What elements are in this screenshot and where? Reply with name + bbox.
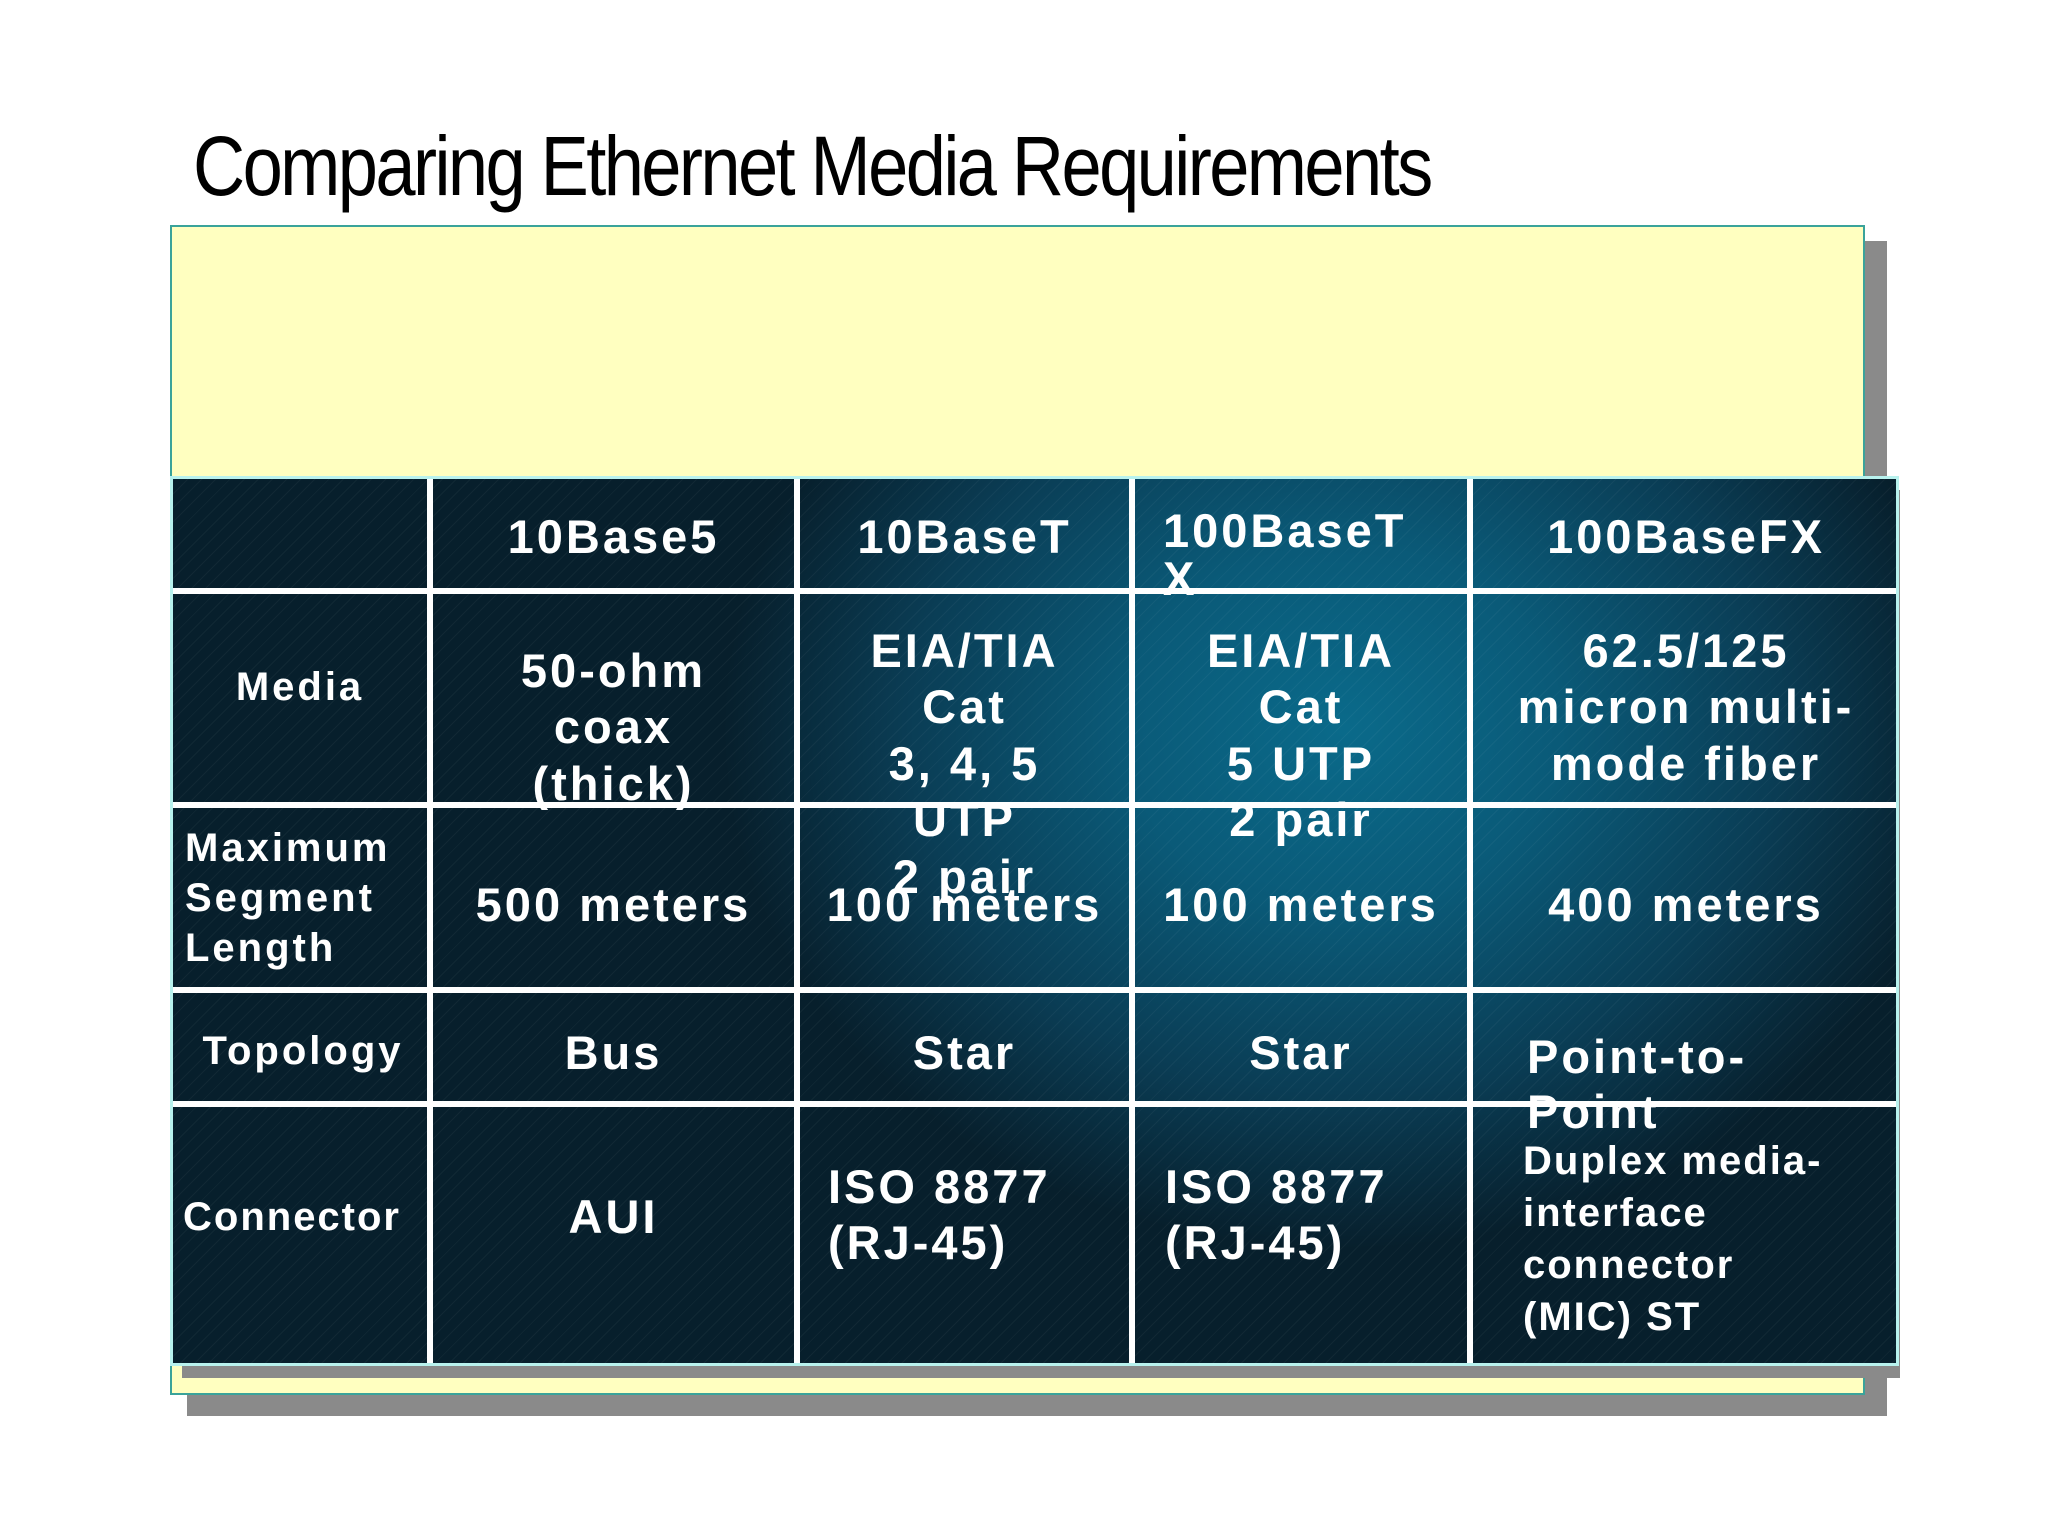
cell-media-100basefx: 62.5/125 micron multi- mode fiber xyxy=(1517,624,1855,790)
header-10baset: 10BaseT xyxy=(857,510,1072,563)
slide-title: Comparing Ethernet Media Requirements xyxy=(193,119,1433,213)
cell-connector-10baset: ISO 8877 (RJ-45) xyxy=(828,1160,1051,1270)
row-divider xyxy=(173,987,1896,993)
header-10base5: 10Base5 xyxy=(507,510,720,563)
row-divider xyxy=(173,1101,1896,1107)
cell-connector-100basetx: ISO 8877 (RJ-45) xyxy=(1165,1160,1388,1270)
row-label-max-segment-length: Maximum Segment Length xyxy=(185,826,391,970)
cell-length-100basefx: 400 meters xyxy=(1548,878,1824,931)
cell-connector-100basefx: Duplex media- interface connector (MIC) … xyxy=(1523,1139,1823,1339)
cell-topology-100basetx: Star xyxy=(1249,1026,1353,1079)
cell-media-10base5: 50-ohm coax (thick) xyxy=(520,644,707,810)
row-label-topology: Topology xyxy=(202,1029,404,1073)
cell-media-100basetx: EIA/TIA Cat 5 UTP 2 pair xyxy=(1206,624,1396,847)
cell-length-10baset: 100 meters xyxy=(826,878,1103,931)
column-divider xyxy=(1129,479,1135,1363)
column-divider xyxy=(794,479,800,1363)
header-100basetx: 100BaseT X xyxy=(1163,504,1407,605)
header-100basefx: 100BaseFX xyxy=(1547,510,1825,563)
cell-topology-10base5: Bus xyxy=(564,1026,663,1079)
cell-length-100basetx: 100 meters xyxy=(1163,878,1439,931)
cell-connector-10base5: AUI xyxy=(568,1190,659,1243)
texture-overlay xyxy=(173,479,1896,1363)
cell-media-10baset: EIA/TIA Cat 3, 4, 5 UTP 2 pair xyxy=(870,624,1059,903)
cell-topology-10baset: Star xyxy=(912,1026,1017,1079)
cell-topology-100basefx: Point-to- Point xyxy=(1527,1030,1748,1139)
comparison-table: 10Base5 10BaseT 100BaseT X 100BaseFX Med… xyxy=(170,476,1899,1366)
row-label-connector: Connector xyxy=(183,1195,401,1239)
cell-length-10base5: 500 meters xyxy=(475,878,752,931)
row-label-media: Media xyxy=(235,665,365,709)
row-divider xyxy=(173,588,1896,594)
column-divider xyxy=(427,479,433,1363)
column-divider xyxy=(1467,479,1473,1363)
row-divider xyxy=(173,802,1896,808)
